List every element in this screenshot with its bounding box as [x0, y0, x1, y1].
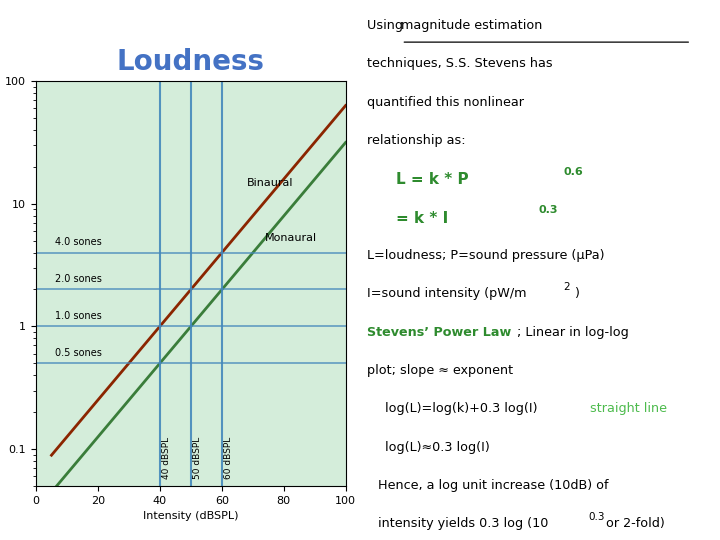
Text: 50 dBSPL: 50 dBSPL — [193, 437, 202, 479]
Text: 2: 2 — [563, 282, 570, 292]
Text: Monaural: Monaural — [265, 233, 318, 242]
Text: 0.5 sones: 0.5 sones — [55, 348, 102, 358]
Text: L = k * P: L = k * P — [396, 172, 469, 187]
Text: L=loudness; P=sound pressure (μPa): L=loudness; P=sound pressure (μPa) — [367, 249, 605, 262]
Text: 1.0 sones: 1.0 sones — [55, 311, 102, 321]
Text: magnitude estimation: magnitude estimation — [402, 19, 543, 32]
Text: 0.3: 0.3 — [539, 205, 558, 215]
Text: or 2-fold): or 2-fold) — [602, 517, 665, 530]
Text: log(L)=log(k)+0.3 log(I): log(L)=log(k)+0.3 log(I) — [385, 402, 541, 415]
X-axis label: Intensity (dBSPL): Intensity (dBSPL) — [143, 511, 238, 521]
Text: 40 dBSPL: 40 dBSPL — [162, 437, 171, 479]
Text: log(L)≈0.3 log(I): log(L)≈0.3 log(I) — [385, 441, 490, 454]
Text: straight line: straight line — [590, 402, 667, 415]
Title: Loudness: Loudness — [117, 48, 265, 76]
Text: quantified this nonlinear: quantified this nonlinear — [367, 96, 524, 109]
Text: ): ) — [575, 287, 579, 300]
Text: I=sound intensity (pW/m: I=sound intensity (pW/m — [367, 287, 527, 300]
Text: ; Linear in log-log: ; Linear in log-log — [517, 326, 629, 339]
Text: Stevens’ Power Law: Stevens’ Power Law — [367, 326, 511, 339]
Text: techniques, S.S. Stevens has: techniques, S.S. Stevens has — [367, 57, 553, 70]
Text: intensity yields 0.3 log (10: intensity yields 0.3 log (10 — [378, 517, 549, 530]
Text: Binaural: Binaural — [246, 178, 293, 188]
Text: 0.3: 0.3 — [588, 512, 604, 522]
Text: 0.6: 0.6 — [563, 167, 583, 177]
Text: Hence, a log unit increase (10dB) of: Hence, a log unit increase (10dB) of — [378, 479, 608, 492]
Text: Using: Using — [367, 19, 408, 32]
Text: plot; slope ≈ exponent: plot; slope ≈ exponent — [367, 364, 513, 377]
Text: = k * I: = k * I — [396, 211, 449, 226]
Text: 4.0 sones: 4.0 sones — [55, 237, 102, 247]
Text: 2.0 sones: 2.0 sones — [55, 274, 102, 284]
Text: relationship as:: relationship as: — [367, 134, 466, 147]
Text: 60 dBSPL: 60 dBSPL — [224, 437, 233, 479]
